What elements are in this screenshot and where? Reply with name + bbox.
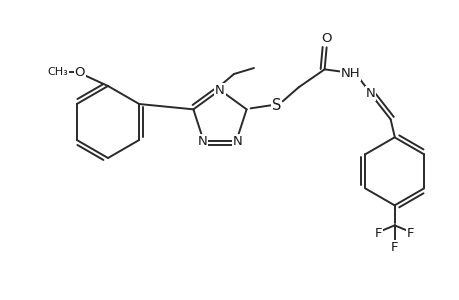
Text: O: O [321, 32, 331, 45]
Text: N: N [215, 83, 224, 97]
Text: N: N [197, 135, 207, 148]
Text: F: F [390, 241, 397, 254]
Text: N: N [365, 87, 375, 100]
Text: F: F [406, 227, 414, 240]
Text: F: F [374, 227, 381, 240]
Text: NH: NH [340, 67, 360, 80]
Text: S: S [271, 98, 281, 113]
Text: O: O [74, 65, 85, 79]
Text: N: N [232, 135, 242, 148]
Text: CH₃: CH₃ [48, 67, 68, 77]
